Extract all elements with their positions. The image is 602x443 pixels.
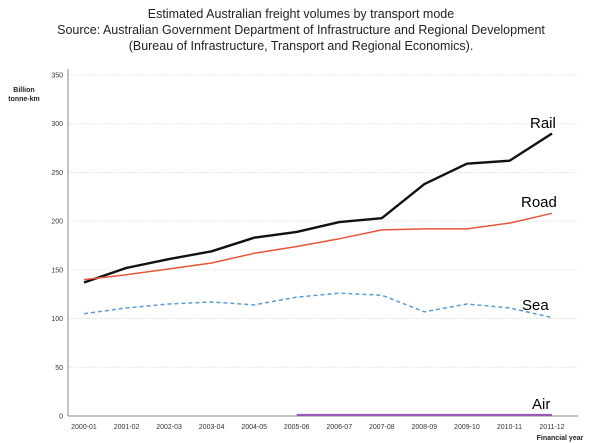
y-tick-label: 100 [51,316,63,323]
y-axis-label-line-2: tonne-km [8,96,40,103]
x-tick-label: 2006-07 [326,424,352,431]
chart-subtitle-line-2: (Bureau of Infrastructure, Transport and… [128,39,474,53]
y-tick-labels: 0 50 100 150 200 250 300 350 [51,73,63,421]
y-tick-label: 350 [51,73,63,80]
y-tick-label: 300 [51,121,63,128]
series-line-rail [83,132,553,284]
x-tick-label: 2007-08 [369,424,395,431]
y-axis-label-line-1: Billion [13,87,34,94]
y-tick-label: 150 [51,267,63,274]
y-tick-label: 250 [51,170,63,177]
x-tick-label: 2005-06 [284,424,310,431]
series-line-sea [83,292,553,319]
x-tick-label: 2004-05 [241,424,267,431]
series-label-road: Road [521,194,557,211]
series-label-sea: Sea [522,297,549,314]
chart-title: Estimated Australian freight volumes by … [147,7,455,21]
series-label-air: Air [532,396,550,413]
x-tick-label: 2009-10 [454,424,480,431]
x-tick-label: 2002-03 [156,424,182,431]
x-tick-label: 2000-01 [71,424,97,431]
series-label-rail: Rail [530,115,556,132]
y-tick-label: 200 [51,219,63,226]
axes [67,69,578,417]
x-tick-labels: 2000-01 2001-02 2002-03 2003-04 2004-05 2005-… [71,424,565,431]
x-tick-label: 2008-09 [412,424,438,431]
x-tick-label: 2001-02 [114,424,140,431]
series-labels: Rail Road Sea Air [521,115,557,413]
x-tick-label: 2010-11 [497,424,522,431]
series-lines [83,132,553,417]
x-tick-label: 2011-12 [539,424,564,431]
gridlines [68,74,578,368]
chart-subtitle-line-1: Source: Australian Government Department… [57,23,545,37]
chart-title-block: Estimated Australian freight volumes by … [0,6,602,54]
x-axis-label: Financial year [537,435,584,442]
y-tick-label: 50 [55,365,63,372]
x-tick-label: 2003-04 [199,424,225,431]
series-line-road [83,212,553,281]
y-tick-label: 0 [59,414,63,421]
